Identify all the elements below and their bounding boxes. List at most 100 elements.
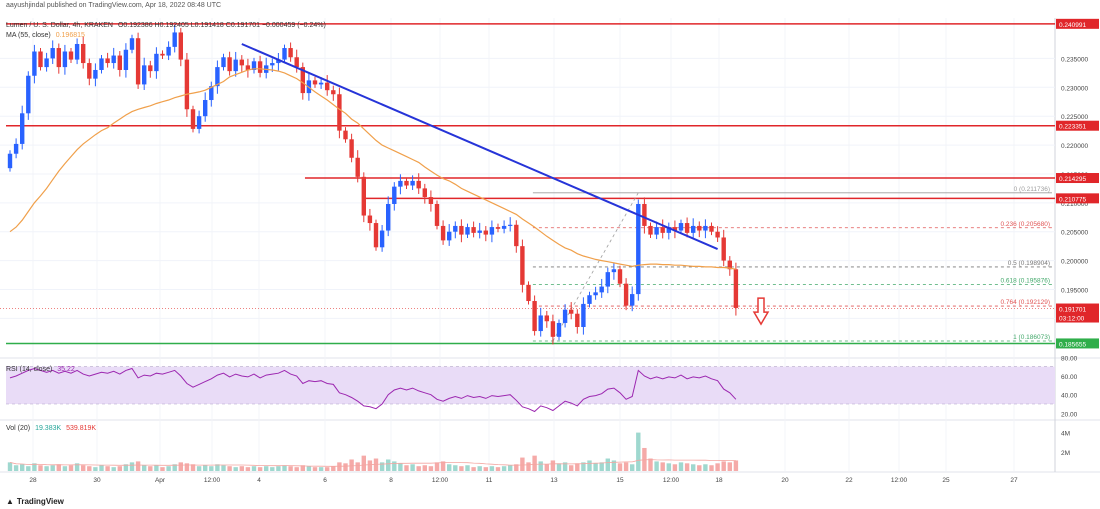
symbol-name: Lumen / U. S. Dollar, 4h, KRAKEN [6, 22, 113, 29]
volume-bar [343, 463, 348, 471]
volume-bar [227, 466, 232, 471]
volume-bar [575, 463, 580, 471]
volume-bar [196, 466, 202, 471]
candle-body [562, 309, 568, 323]
candle-body [526, 284, 531, 302]
volume-bar [398, 463, 403, 471]
volume-bar [373, 458, 379, 471]
candle-body [605, 272, 610, 287]
candle-body [404, 180, 409, 186]
candle-body [135, 38, 141, 85]
volume-bar [38, 465, 43, 471]
rsi-label: RSI (14, close) [6, 366, 53, 373]
candle-body [203, 100, 208, 117]
volume-bar [117, 466, 122, 471]
candle-body [68, 51, 74, 60]
candle-body [477, 230, 482, 233]
candle-body [727, 260, 732, 270]
volume-bar [703, 464, 708, 471]
volume-bar [135, 461, 141, 471]
volume-bar [93, 467, 98, 471]
volume-bar [593, 463, 598, 471]
volume-bar [416, 466, 421, 471]
x-tick-label: 12:00 [204, 477, 221, 484]
ma-value: 0.196815 [55, 32, 85, 39]
volume-bar [123, 464, 129, 471]
y-tick-label: 0.225000 [1061, 114, 1088, 121]
ma-label: MA (55, close) [6, 32, 51, 39]
candle-body [172, 32, 177, 47]
volume-bar [697, 465, 702, 471]
rsi-legend: RSI (14, close) 35.22 [6, 366, 78, 373]
price-pane: 0 (0.211736) 0.236 (0.205680) 0.5 (0.19890… [0, 23, 1055, 345]
price-tag [1056, 338, 1099, 349]
ma-legend: MA (55, close) 0.196815 [6, 32, 88, 39]
x-tick-label: 12:00 [891, 477, 908, 484]
volume-bar [331, 466, 336, 471]
candle-body [709, 225, 714, 232]
volume-bar [221, 465, 226, 471]
volume-bar [26, 466, 31, 471]
volume-bar [337, 462, 342, 471]
candle-body [331, 90, 336, 95]
volume-bar [81, 465, 86, 471]
candle-body [62, 51, 68, 68]
price-tag-text: 0.240991 [1059, 22, 1086, 29]
candle-body [233, 59, 238, 72]
candle-body [483, 230, 488, 235]
candle-body [398, 180, 403, 187]
volume-bar [471, 467, 476, 471]
volume-bar [312, 467, 318, 471]
volume-bar [501, 466, 507, 471]
volume-bar [245, 467, 251, 471]
candle-body [447, 231, 452, 241]
volume-bar [13, 465, 19, 471]
candle-body [343, 130, 348, 140]
volume-bar [392, 461, 397, 471]
candle-body [648, 225, 653, 235]
volume-bar [514, 464, 519, 471]
volume-bar [648, 458, 653, 471]
candle-body [196, 116, 202, 129]
candle-body [672, 227, 678, 231]
candle-body [20, 113, 25, 144]
price-tag-text: 0.214295 [1059, 176, 1086, 183]
down-arrow-shape [752, 297, 770, 326]
candle-body [178, 32, 183, 60]
volume-bar [733, 460, 739, 471]
volume-bar [318, 467, 324, 471]
candle-body [257, 61, 263, 73]
volume-bar [355, 462, 360, 471]
x-tick-label: 12:00 [663, 477, 680, 484]
candle-body [355, 157, 360, 177]
x-tick-label: 15 [616, 477, 624, 484]
volume-bar [184, 463, 190, 471]
volume-bar [428, 466, 434, 471]
candle-body [148, 65, 153, 72]
x-tick-label: 12:00 [432, 477, 449, 484]
fib-diagonal [552, 192, 639, 342]
candle-body [379, 230, 385, 248]
candle-body [550, 321, 556, 337]
volume-tick-label: 4M [1061, 431, 1070, 438]
candle-body [282, 48, 287, 60]
candle-body [209, 86, 214, 101]
candle-body [593, 292, 598, 296]
volume-bar [264, 466, 269, 471]
volume-bar [459, 466, 464, 471]
candle-body [312, 80, 318, 85]
candle-body [74, 43, 80, 60]
volume-bar [562, 462, 568, 471]
candle-body [239, 59, 244, 66]
candle-body [99, 58, 104, 70]
volume-bar [489, 466, 495, 471]
candle-body [538, 315, 543, 332]
volume-bar [379, 462, 385, 471]
candle-body [453, 225, 458, 232]
candle-body [520, 246, 525, 285]
volume-bar [111, 467, 116, 471]
tradingview-logo[interactable]: ▲ TradingView [6, 497, 64, 506]
volume-bar [630, 464, 635, 471]
rsi-value: 35.22 [57, 366, 75, 373]
